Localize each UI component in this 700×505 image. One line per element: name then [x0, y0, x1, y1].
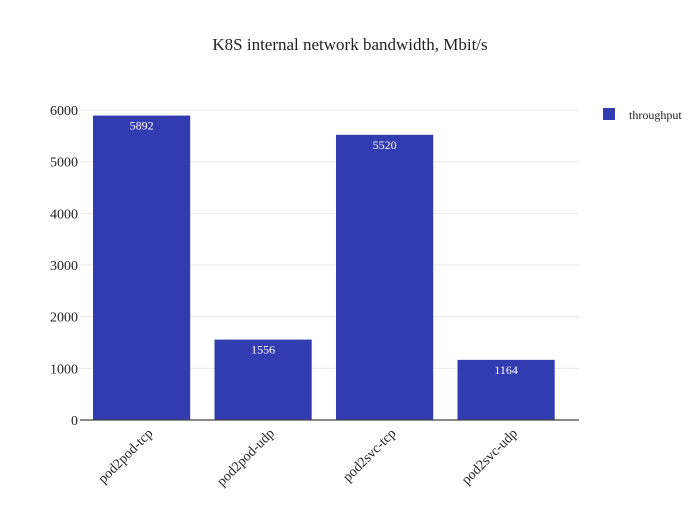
x-tick-label: pod2svc-tcp — [340, 426, 399, 485]
bar-pod2pod-udp[interactable] — [214, 339, 312, 420]
y-tick-label: 3000 — [50, 259, 78, 274]
data-label-pod2svc-udp: 1164 — [494, 363, 518, 377]
x-tick-label: pod2svc-udp — [459, 426, 521, 488]
data-label-pod2pod-tcp: 5892 — [130, 119, 154, 133]
chart-title: K8S internal network bandwidth, Mbit/s — [212, 35, 487, 54]
y-tick-label: 6000 — [50, 104, 78, 119]
y-tick-label: 5000 — [50, 156, 78, 171]
y-tick-label: 4000 — [50, 207, 78, 222]
y-tick-label: 1000 — [50, 362, 78, 377]
x-axis-ticks: pod2pod-tcp pod2pod-udp pod2svc-tcp pod2svc… — [96, 426, 521, 489]
data-labels: 5892 1556 5520 1164 — [130, 119, 518, 377]
x-tick-label: pod2pod-udp — [215, 426, 278, 489]
data-label-pod2pod-udp: 1556 — [251, 343, 275, 357]
legend-label-throughput[interactable]: throughput — [629, 108, 682, 122]
y-tick-label: 2000 — [50, 311, 78, 326]
bar-pod2pod-tcp[interactable] — [93, 115, 191, 420]
data-label-pod2svc-tcp: 5520 — [373, 138, 397, 152]
bars — [93, 115, 555, 421]
bar-pod2svc-tcp[interactable] — [336, 134, 434, 421]
bar-pod2svc-udp[interactable] — [457, 359, 555, 420]
x-tick-label: pod2pod-tcp — [96, 426, 157, 487]
legend-swatch-throughput[interactable] — [603, 108, 615, 120]
y-tick-label: 0 — [71, 414, 78, 429]
y-axis-ticks: 0 1000 2000 3000 4000 5000 6000 — [50, 104, 78, 429]
legend[interactable]: throughput — [603, 108, 682, 122]
